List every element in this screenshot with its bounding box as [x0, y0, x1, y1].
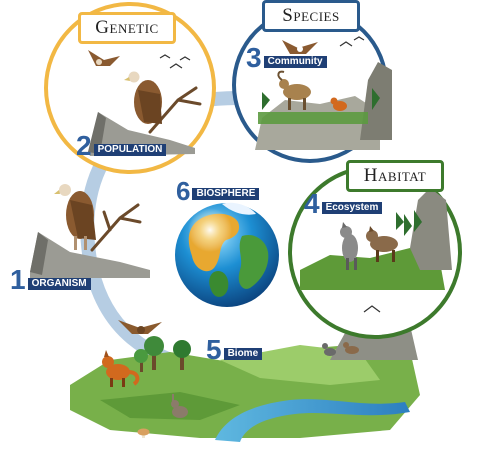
level-label: BIOSPHERE	[192, 188, 260, 201]
level-population: 2 POPULATION	[76, 130, 167, 161]
wolf-icon	[322, 343, 336, 356]
rabbit-icon	[171, 394, 188, 418]
wolf-icon	[366, 226, 398, 262]
level-number: 3	[246, 42, 262, 73]
level-number: 1	[10, 264, 26, 295]
river	[215, 399, 410, 442]
level-ecosystem: 4 Ecosystem	[304, 188, 383, 219]
mushroom-icon	[137, 428, 150, 438]
level-label: Community	[263, 55, 327, 68]
fox-icon	[102, 350, 140, 387]
tree-icon	[134, 349, 148, 372]
fox-icon	[330, 97, 347, 111]
wolf-icon	[340, 222, 358, 270]
birds-icon	[159, 54, 191, 69]
biome-landscape	[70, 305, 420, 442]
habitat-title: Habitat	[346, 160, 444, 192]
species-title: Species	[262, 0, 360, 32]
vulture-flying-icon	[88, 50, 120, 66]
level-number: 4	[304, 188, 320, 219]
genetic-title: Genetic	[78, 12, 176, 44]
birds-icon	[339, 36, 365, 47]
level-label: Ecosystem	[321, 201, 383, 214]
hawk-icon	[118, 320, 162, 334]
bighorn-sheep-icon	[277, 70, 311, 110]
vulture-icon	[124, 71, 162, 124]
level-label: POPULATION	[93, 143, 167, 156]
level-number: 2	[76, 130, 92, 161]
level-number: 5	[206, 334, 222, 365]
tree-icon	[144, 336, 164, 370]
level-number: 6	[176, 176, 191, 206]
birds-icon	[363, 305, 381, 313]
wolf-icon	[343, 342, 359, 354]
earth-globe	[175, 202, 279, 307]
level-organism: 1 ORGANISM	[10, 264, 91, 295]
level-biosphere: 6 BIOSPHERE	[176, 176, 260, 206]
vulture-icon	[54, 184, 96, 250]
organism-scene	[30, 184, 150, 278]
level-label: ORGANISM	[27, 277, 91, 290]
tree-icon	[173, 340, 191, 370]
genetic-circle	[44, 2, 216, 174]
level-label: Biome	[223, 347, 263, 360]
species-circle	[232, 7, 392, 163]
eagle-icon	[282, 40, 318, 54]
level-biome: 5 Biome	[206, 334, 263, 365]
level-community: 3 Community	[246, 42, 327, 73]
